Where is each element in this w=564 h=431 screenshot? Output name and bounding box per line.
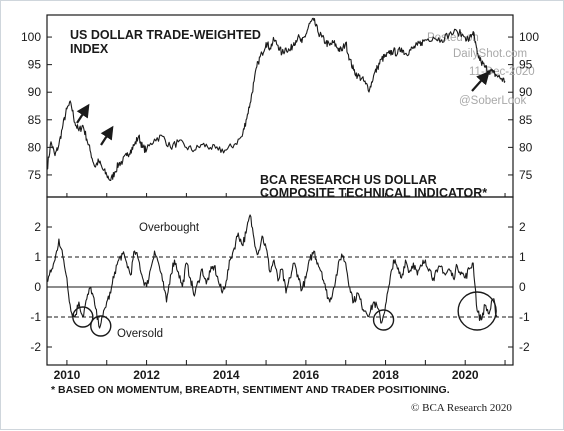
- oversold-circle: [90, 315, 112, 337]
- top-left-tick-label: 95: [28, 58, 42, 72]
- trend-arrow-2010: [76, 103, 90, 124]
- top-left-tick-label: 100: [21, 30, 41, 44]
- watermark-site: DailyShot.com: [453, 48, 527, 60]
- bottom-right-tick-label: 1: [519, 250, 526, 264]
- top-left-tick-label: 80: [28, 140, 42, 154]
- x-tick-label: 2016: [293, 368, 320, 382]
- top-left-tick-label: 75: [28, 168, 42, 182]
- oversold-circle: [372, 309, 395, 331]
- overbought-label: Overbought: [139, 222, 200, 234]
- bottom-right-tick-label: -2: [519, 340, 530, 354]
- x-tick-label: 2018: [372, 368, 399, 382]
- bottom-left-tick-label: -1: [30, 310, 41, 324]
- top-panel-title: US DOLLAR TRADE-WEIGHTED INDEX: [70, 28, 261, 56]
- top-right-tick-label: 80: [519, 140, 533, 154]
- trend-arrow-2011: [100, 125, 114, 146]
- bottom-right-tick-label: 2: [519, 220, 526, 234]
- top-right-tick-label: 85: [519, 113, 533, 127]
- bottom-left-tick-label: 2: [34, 220, 41, 234]
- top-right-tick-label: 75: [519, 168, 533, 182]
- top-right-tick-label: 90: [519, 85, 533, 99]
- x-tick-label: 2010: [54, 368, 81, 382]
- bottom-right-tick-label: -1: [519, 310, 530, 324]
- oversold-circle: [457, 291, 497, 331]
- trend-arrow-2020: [471, 71, 490, 92]
- footnote: * BASED ON MOMENTUM, BREADTH, SENTIMENT …: [51, 384, 450, 396]
- technical-indicator-line: [46, 214, 498, 329]
- top-right-tick-label: 95: [519, 58, 533, 72]
- dollar-index-line: [46, 17, 506, 182]
- watermark-handle: @SoberLook: [459, 95, 527, 107]
- bottom-left-tick-label: -2: [30, 340, 41, 354]
- bottom-panel-title: BCA RESEARCH US DOLLAR COMPOSITE TECHNICA…: [260, 173, 487, 200]
- top-left-tick-label: 90: [28, 85, 42, 99]
- bottom-right-tick-label: 0: [519, 280, 526, 294]
- bottom-left-tick-label: 1: [34, 250, 41, 264]
- top-left-tick-label: 85: [28, 113, 42, 127]
- x-tick-label: 2020: [452, 368, 479, 382]
- oversold-label: Oversold: [117, 328, 163, 340]
- credit: © BCΑ Research 2020: [411, 402, 512, 414]
- oversold-circle: [72, 306, 94, 328]
- bottom-left-tick-label: 0: [34, 280, 41, 294]
- x-tick-label: 2012: [133, 368, 160, 382]
- top-right-tick-label: 100: [519, 30, 539, 44]
- x-tick-label: 2014: [213, 368, 240, 382]
